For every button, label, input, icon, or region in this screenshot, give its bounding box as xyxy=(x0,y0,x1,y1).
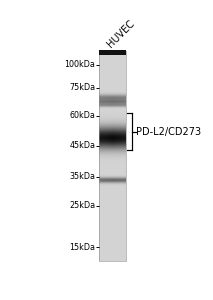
Text: 75kDa: 75kDa xyxy=(69,83,95,92)
Text: 35kDa: 35kDa xyxy=(69,172,95,182)
Bar xyxy=(99,51,126,261)
Text: 15kDa: 15kDa xyxy=(69,243,95,252)
Text: PD-L2/CD273: PD-L2/CD273 xyxy=(136,127,201,137)
Text: 25kDa: 25kDa xyxy=(69,201,95,210)
Text: 45kDa: 45kDa xyxy=(69,141,95,150)
Text: HUVEC: HUVEC xyxy=(105,19,137,50)
Bar xyxy=(99,50,126,55)
Text: 60kDa: 60kDa xyxy=(69,111,95,120)
Text: 100kDa: 100kDa xyxy=(64,60,95,69)
